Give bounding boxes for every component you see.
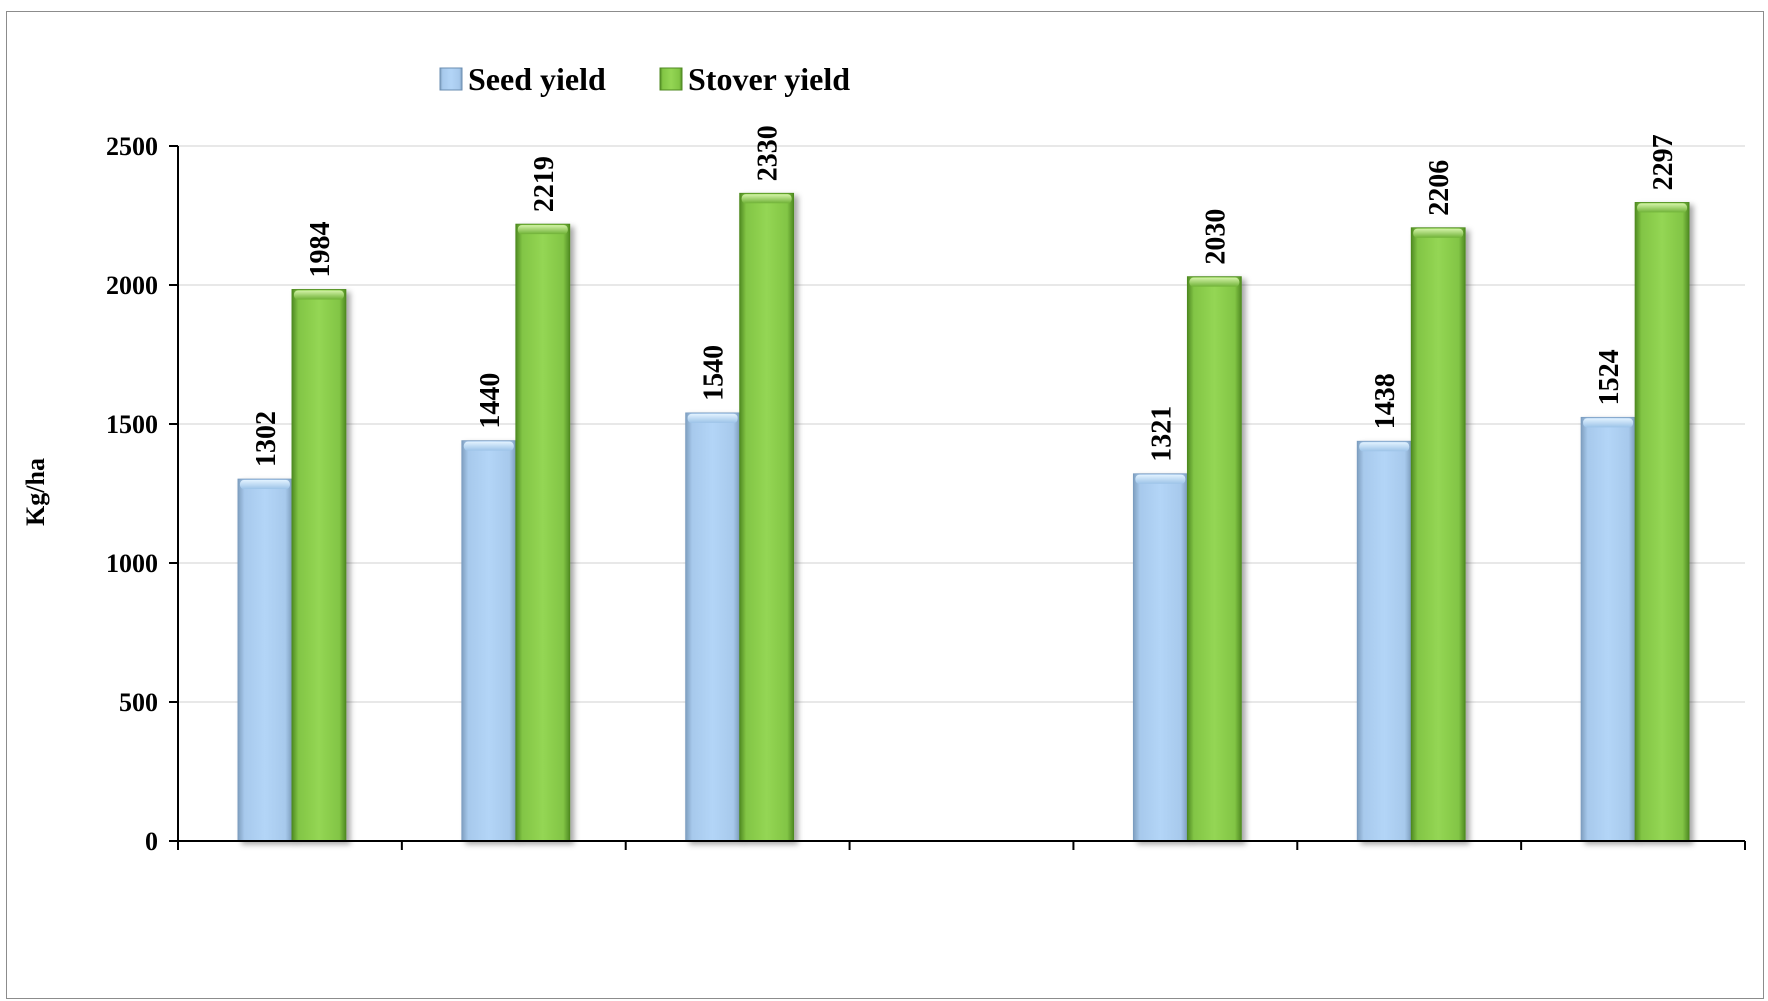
bar-stover bbox=[1186, 276, 1242, 842]
axes: 0 500 1000 1500 2000 2500 bbox=[106, 132, 1746, 856]
gridlines bbox=[178, 145, 1745, 703]
legend: Seed yield Stover yield bbox=[439, 61, 850, 97]
legend-label-seed: Seed yield bbox=[468, 61, 606, 97]
bar-seed bbox=[1356, 440, 1412, 842]
bar-body bbox=[1356, 440, 1412, 842]
bar-body bbox=[685, 412, 741, 842]
bar-bevel bbox=[1135, 474, 1186, 484]
bar-body bbox=[461, 440, 517, 842]
bar-stover bbox=[1410, 227, 1466, 842]
bar-bevel bbox=[463, 441, 514, 451]
data-label-seed: 1540 bbox=[699, 345, 730, 401]
bar-stover bbox=[515, 223, 571, 842]
data-labels: 1302 1440 1540 1321 1438 1524 1984 2219 2330 2030… bbox=[251, 125, 1679, 467]
bar-bevel bbox=[1637, 203, 1688, 213]
bar-body bbox=[237, 478, 293, 842]
bar-seed bbox=[1580, 416, 1636, 842]
y-tick-label: 500 bbox=[119, 688, 158, 717]
bar-stover bbox=[291, 289, 347, 842]
y-tick-label: 1500 bbox=[106, 410, 158, 439]
bar-bevel bbox=[239, 480, 290, 490]
data-label-stover: 2030 bbox=[1200, 209, 1231, 265]
data-label-seed: 1438 bbox=[1370, 373, 1401, 429]
bar-body bbox=[1580, 416, 1636, 842]
bar-bevel bbox=[517, 225, 568, 235]
bar-bevel bbox=[1583, 418, 1634, 428]
legend-swatch-seed bbox=[439, 67, 463, 91]
data-label-seed: 1524 bbox=[1594, 349, 1625, 405]
bar-seed bbox=[461, 440, 517, 842]
bar-seed bbox=[1132, 473, 1188, 842]
bar-seed bbox=[237, 478, 293, 842]
bar-body bbox=[1186, 276, 1242, 842]
bar-body bbox=[1410, 227, 1466, 842]
legend-label-stover: Stover yield bbox=[688, 61, 850, 97]
bar-bevel bbox=[687, 413, 738, 423]
bar-body bbox=[1132, 473, 1188, 842]
bar-body bbox=[515, 223, 571, 842]
bar-bevel bbox=[741, 194, 792, 204]
bar-bevel bbox=[293, 290, 344, 300]
y-tick-label: 2000 bbox=[106, 271, 158, 300]
bar-body bbox=[1634, 202, 1690, 842]
bar-seed bbox=[685, 412, 741, 842]
data-label-stover: 2219 bbox=[529, 156, 560, 212]
legend-swatch-stover bbox=[659, 67, 683, 91]
bar-bevel bbox=[1413, 228, 1464, 238]
y-tick-label: 1000 bbox=[106, 549, 158, 578]
data-label-stover: 1984 bbox=[305, 221, 336, 277]
bar-bevel bbox=[1359, 442, 1410, 452]
y-tick-label: 2500 bbox=[106, 132, 158, 161]
bar-bevel bbox=[1189, 277, 1240, 287]
data-label-stover: 2330 bbox=[753, 125, 784, 181]
y-tick-label: 0 bbox=[145, 827, 158, 856]
data-label-seed: 1302 bbox=[251, 411, 282, 467]
bar-stover bbox=[1634, 202, 1690, 842]
bar-body bbox=[291, 289, 347, 842]
bar-body bbox=[739, 192, 795, 842]
bar-stover bbox=[739, 192, 795, 842]
data-label-seed: 1440 bbox=[475, 373, 506, 429]
data-label-stover: 2206 bbox=[1424, 160, 1455, 216]
data-label-seed: 1321 bbox=[1146, 406, 1177, 462]
bars bbox=[237, 192, 1690, 842]
y-axis-label: Kg/ha bbox=[21, 458, 50, 526]
data-label-stover: 2297 bbox=[1648, 134, 1679, 190]
